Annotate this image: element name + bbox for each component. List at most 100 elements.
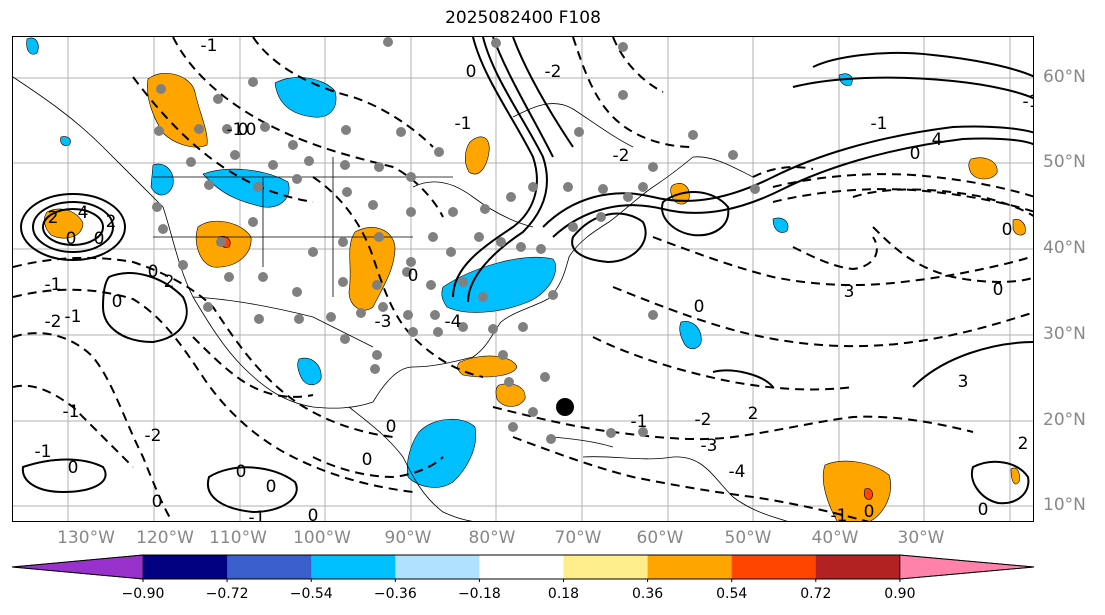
contour-label: 2 [106,212,117,232]
contour-solid [20,37,1033,514]
contour-label: -2 [545,62,562,82]
contour-label: 0 [978,500,989,520]
contour-label: -2 [145,426,162,446]
contour-label: -1 [1023,92,1034,112]
contour-label: 0 [238,120,249,140]
colorbar-segment [227,555,312,579]
contour-label: -2 [613,146,630,166]
colorbar-segment [143,555,228,579]
contour-label: 0 [152,492,163,512]
coastlines [13,76,788,521]
contour-label: -1 [631,412,648,432]
contour-label: -1 [227,120,244,140]
contour-label: 0 [910,144,921,164]
colorbar-segment [311,555,396,579]
colorbar-segment [731,555,817,579]
colorbar-tick-label: 0.54 [716,586,748,602]
longitude-label: 50°W [724,528,772,548]
map-panel: -1 0 0 2 4 2 0 -1 0 -2 2 0 -1 0 -1 0 -1 0 -3 -4 -2 -2 -1 0 4 3 2 2 3… [12,36,1034,522]
contour-label: -1 [201,37,218,56]
contour-label: 0 [236,462,247,482]
contour-label: 0 [68,458,79,478]
contour-label: -1 [871,114,888,134]
longitude-label: 30°W [897,528,945,548]
contour-label: -1 [63,402,80,422]
contour-label: 0 [148,262,159,282]
colorbar-extend-high [899,554,1035,580]
contour-label: 0 [94,229,105,249]
contour-label: 0 [112,292,123,312]
contour-label: 0 [386,417,397,437]
contour-label: 3 [958,372,969,392]
contour-label: -3 [701,436,718,456]
contour-label: -1 [831,506,848,522]
longitude-label: 60°W [636,528,684,548]
storm-center-marker [556,398,574,416]
longitude-label: 130°W [57,528,115,548]
contour-label: 0 [66,229,77,249]
longitude-label: 110°W [209,528,267,548]
colorbar [11,554,1035,582]
colorbar-tick-label: 0.72 [800,586,832,602]
colorbar-tick-label: 0.36 [632,586,664,602]
contour-label: 0 [466,62,477,82]
contour-label: 0 [694,297,705,317]
contour-label: 0 [266,477,277,497]
contour-label: -1 [45,275,62,295]
contour-label: 2 [748,404,759,424]
colorbar-tick-label: −0.54 [289,586,333,602]
contour-label: 0 [308,506,319,522]
colorbar-segment [479,555,564,579]
latitude-label: 60°N [1043,67,1086,87]
contour-label: 4 [932,130,943,150]
colorbar-tick-label: −0.72 [205,586,249,602]
longitude-label: 80°W [468,528,516,548]
contour-label: 4 [78,203,89,223]
contour-label: -1 [249,508,266,522]
contour-label: 0 [993,280,1004,300]
longitude-label: 40°W [811,528,859,548]
contour-label: 0 [362,450,373,470]
map-title: 2025082400 F108 [445,8,601,28]
contour-label: 0 [408,266,419,286]
longitude-label: 100°W [293,528,351,548]
contour-label: -1 [455,114,472,134]
latitude-label: 10°N [1043,495,1086,515]
colorbar-segment [815,555,901,579]
colorbar-segment [395,555,480,579]
contour-label: 2 [1018,434,1029,454]
contour-label: 3 [844,282,855,302]
contour-label: 0 [246,120,257,140]
longitude-label: 120°W [136,528,194,548]
colorbar-segment [563,555,649,579]
shaded-regions [26,37,1026,521]
colorbar-tick-label: −0.36 [373,586,417,602]
latitude-label: 50°N [1043,152,1086,172]
colorbar-extend-low [11,554,144,580]
contour-label: 0 [1002,220,1013,240]
longitude-label: 90°W [384,528,432,548]
latitude-label: 40°N [1043,238,1086,258]
latitude-label: 30°N [1043,324,1086,344]
contour-label: -1 [65,307,82,327]
contour-label: -2 [45,312,62,332]
contour-label: -2 [695,410,712,430]
contour-label: -4 [729,462,746,482]
contour-label: 2 [164,272,175,292]
contour-label: 2 [48,208,59,228]
contour-label: 0 [864,502,875,522]
colorbar-tick-label: −0.18 [457,586,501,602]
contour-label: -4 [445,312,462,332]
longitude-label: 70°W [554,528,602,548]
colorbar-tick-label: −0.90 [121,586,165,602]
contour-dashed [13,37,1033,521]
colorbar-segment [647,555,733,579]
colorbar-tick-label: 0.90 [884,586,916,602]
contour-label: -1 [35,442,52,462]
contour-label: -3 [375,312,392,332]
latitude-label: 20°N [1043,410,1086,430]
colorbar-tick-label: 0.18 [547,586,580,602]
station-dots [152,37,760,444]
